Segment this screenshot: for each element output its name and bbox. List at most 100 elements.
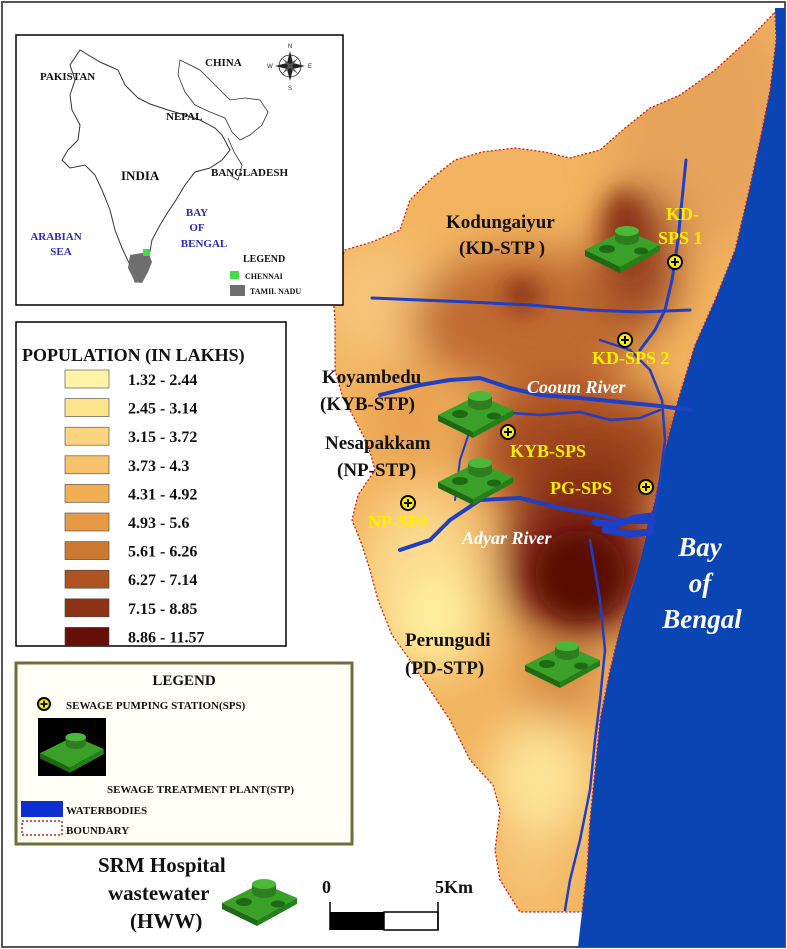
stp-label-pd-1: Perungudi [405, 630, 491, 651]
sps-icon-np [400, 495, 416, 511]
legend-waterbodies-label: WATERBODIES [66, 805, 147, 817]
sea-label-line2: of [689, 568, 715, 598]
population-class-swatch [64, 398, 110, 417]
sps-label-kyb: KYB-SPS [510, 441, 586, 461]
stp-icon-koyambedu [438, 391, 513, 438]
hospital-label-line3: (HWW) [130, 909, 202, 933]
compass-rose-icon: N S E W [267, 44, 312, 92]
population-class-swatch [64, 512, 110, 532]
sea-area [578, 8, 785, 947]
compass-w: W [267, 64, 273, 70]
inset-map: PAKISTAN CHINA NEPAL INDIA BANGLADESH AR… [15, 34, 344, 306]
sps-label-kd1-b: SPS 1 [658, 228, 703, 248]
inset-north-outline [177, 59, 269, 141]
inset-label-nepal: NEPAL [166, 111, 202, 123]
inset-legend-label-tamil-nadu: TAMIL NADU [250, 287, 301, 296]
population-class-swatch [64, 569, 110, 589]
inset-legend-swatch-tamil-nadu [230, 285, 245, 296]
sps-label-pg: PG-SPS [550, 478, 612, 498]
stp-icon-nesapakkam [438, 458, 513, 505]
sps-label-np: NP-SPS [368, 512, 429, 532]
legend-stp-icon [40, 732, 104, 773]
inset-label-arabian-2: SEA [50, 246, 71, 258]
population-legend-frame [15, 321, 287, 647]
sps-icon-kd2 [617, 332, 633, 348]
population-class-label: 5.61 - 6.26 [128, 544, 197, 561]
inset-label-arabian-1: ARABIAN [30, 231, 81, 243]
population-class-swatch [64, 541, 110, 560]
population-class-label: 3.73 - 4.3 [128, 458, 189, 475]
stp-icon-hospital [222, 879, 297, 926]
symbol-legend: LEGEND SEWAGE PUMPING STATION(SPS) SEWAG… [14, 661, 354, 846]
inset-label-bay-1: BAY [186, 207, 208, 219]
population-class-label: 4.31 - 4.92 [128, 486, 197, 503]
stp-label-kyb-1: Koyambedu [322, 367, 422, 388]
stp-symbols [222, 226, 660, 926]
population-class-swatch [64, 627, 110, 646]
population-class-swatch [64, 426, 110, 446]
compass-e: E [308, 64, 312, 70]
stp-label-kyb-2: (KYB-STP) [320, 394, 415, 415]
population-classes: 1.32 - 2.44 2.45 - 3.14 3.15 - 3.72 3.73 - … [64, 369, 204, 646]
scale-end-label: 5Km [435, 877, 473, 897]
scale-segment-white [383, 911, 439, 931]
adyar-river-label: Adyar River [461, 528, 552, 548]
sea-label: Bay of Bengal [661, 532, 742, 634]
population-legend-title: POPULATION (IN LAKHS) [22, 345, 245, 366]
stp-label-kd-2: (KD-STP ) [459, 238, 545, 259]
inset-bangladesh-outline [227, 137, 243, 181]
compass-s: S [288, 86, 292, 92]
sps-label-kd2: KD-SPS 2 [592, 348, 670, 368]
inset-label-india: INDIA [121, 168, 160, 183]
legend-boundary-swatch [21, 820, 63, 836]
inset-sea-labels: ARABIAN SEA BAY OF BENGAL [30, 207, 227, 258]
sps-icon-pg [638, 479, 654, 495]
population-class-label: 3.15 - 3.72 [128, 429, 197, 446]
sps-icon-kyb [500, 424, 516, 440]
inset-labels: PAKISTAN CHINA NEPAL INDIA BANGLADESH [40, 57, 288, 183]
population-class-swatch [64, 484, 110, 503]
compass-n: N [288, 44, 292, 50]
legend-stp-label: SEWAGE TREATMENT PLANT(STP) [107, 784, 294, 796]
river-labels: Cooum River Adyar River [461, 377, 627, 548]
population-class-swatch [64, 369, 110, 389]
sea-label-line3: Bengal [661, 604, 742, 634]
stp-label-np-2: (NP-STP) [337, 460, 416, 481]
stp-labels: Kodungaiyur (KD-STP ) Koyambedu (KYB-STP… [320, 212, 555, 679]
population-legend: POPULATION (IN LAKHS) 1.32 - 2.44 2.45 - … [15, 321, 287, 647]
inset-label-pakistan: PAKISTAN [40, 71, 95, 83]
sea-label-line1: Bay [677, 532, 723, 562]
legend-sps-label: SEWAGE PUMPING STATION(SPS) [66, 700, 246, 712]
population-class-swatch [64, 598, 110, 618]
inset-label-bangladesh: BANGLADESH [211, 167, 288, 179]
scale-start-label: 0 [322, 877, 331, 897]
hospital-label-line1: SRM Hospital [98, 853, 226, 877]
population-class-label: 6.27 - 7.14 [128, 572, 197, 589]
inset-label-bay-3: BENGAL [181, 238, 227, 250]
population-class-label: 1.32 - 2.44 [128, 372, 197, 389]
legend-sps-icon [37, 697, 51, 711]
population-class-label: 7.15 - 8.85 [128, 601, 197, 618]
sps-label-kd1-a: KD- [666, 204, 699, 224]
stp-icon-kodungaiyur [585, 226, 660, 273]
population-class-label: 8.86 - 11.57 [128, 629, 204, 646]
population-class-label: 4.93 - 5.6 [128, 515, 189, 532]
scale-segment-black [330, 912, 384, 930]
hospital-label-line2: wastewater [108, 881, 209, 905]
stp-label-np-1: Nesapakkam [325, 433, 431, 454]
symbol-legend-title: LEGEND [152, 673, 216, 689]
stp-label-pd-2: (PD-STP) [405, 658, 484, 679]
scale-bar: 0 5Km [322, 877, 473, 931]
cooum-river-label: Cooum River [527, 377, 627, 397]
legend-waterbodies-swatch [21, 801, 63, 817]
hospital-label: SRM Hospital wastewater (HWW) [98, 853, 226, 933]
inset-legend-swatch-chennai [230, 271, 239, 279]
inset-legend-title: LEGEND [243, 254, 285, 265]
stp-icon-perungudi [525, 641, 600, 688]
inset-label-china: CHINA [205, 57, 242, 69]
sps-symbols [400, 254, 683, 511]
legend-boundary-label: BOUNDARY [66, 825, 129, 837]
population-class-swatch [64, 455, 110, 475]
